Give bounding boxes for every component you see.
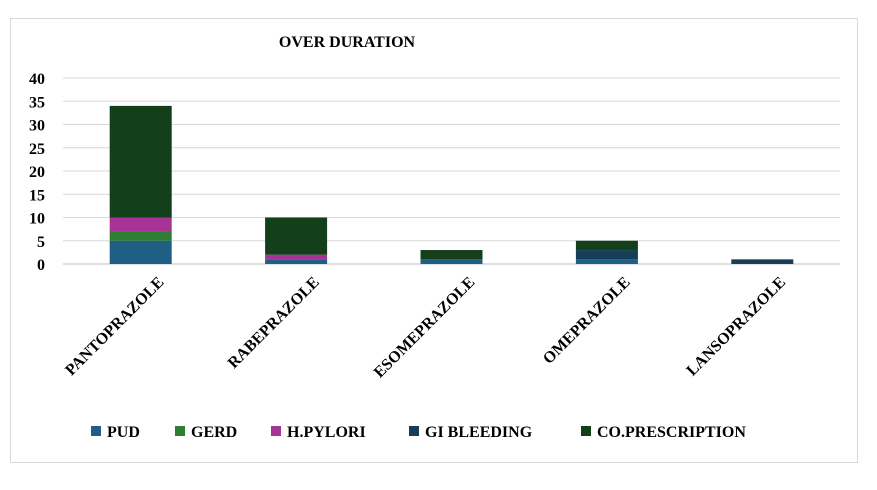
y-tick-label: 10 <box>29 211 45 228</box>
legend-label: GI BLEEDING <box>425 424 533 441</box>
y-tick-label: 15 <box>29 187 45 204</box>
x-tick-label: PANTOPRAZOLE <box>62 274 167 379</box>
y-tick-label: 25 <box>29 141 45 158</box>
legend-swatch <box>581 426 591 436</box>
bar-segment-h-pylori-rabeprazole <box>265 254 328 260</box>
bar-segment-pud-rabeprazole <box>265 259 328 264</box>
y-tick-label: 30 <box>29 118 45 135</box>
y-tick-label: 20 <box>29 164 45 181</box>
legend-swatch <box>271 426 281 436</box>
legend-swatch <box>91 426 101 436</box>
bars <box>109 105 794 264</box>
bar-segment-co-prescription-omeprazole <box>575 240 638 251</box>
chart-svg: OVER DURATION 0 5 10 15 20 25 30 35 40 PANTOPRAZ… <box>29 34 840 441</box>
legend-label: CO.PRESCRIPTION <box>597 424 746 441</box>
chart-title: OVER DURATION <box>279 34 416 51</box>
bar-segment-co-prescription-rabeprazole <box>265 217 328 255</box>
bar-segment-h-pylori-pantoprazole <box>109 217 172 232</box>
x-axis-ticks: PANTOPRAZOLE RABEPRAZOLE ESOMEPRAZOLE OMEPR… <box>62 274 789 382</box>
y-tick-label: 35 <box>29 94 45 111</box>
bar-segment-gerd-pantoprazole <box>109 231 172 241</box>
chart-frame: OVER DURATION 0 5 10 15 20 25 30 35 40 PANTOPRAZ… <box>10 18 858 463</box>
bar-segment-pud-esomeprazole <box>420 259 483 264</box>
x-tick-label: LANSOPRAZOLE <box>683 274 789 380</box>
legend-label: H.PYLORI <box>287 424 366 441</box>
x-tick-label: RABEPRAZOLE <box>225 274 323 372</box>
y-axis-ticks: 0 5 10 15 20 25 30 35 40 <box>29 71 45 274</box>
y-tick-label: 5 <box>37 234 45 251</box>
y-tick-label: 40 <box>29 71 45 88</box>
legend: PUD GERD H.PYLORI GI BLEEDING CO.PRESCRIPTIO… <box>91 424 746 441</box>
legend-swatch <box>409 426 419 436</box>
legend-swatch <box>175 426 185 436</box>
legend-label: GERD <box>191 424 237 441</box>
x-tick-label: OMEPRAZOLE <box>540 274 634 368</box>
gridlines <box>63 77 840 265</box>
x-tick-label: ESOMEPRAZOLE <box>371 274 479 382</box>
bar-segment-gi-bleeding-lansoprazole <box>731 259 794 264</box>
bar-segment-co-prescription-esomeprazole <box>420 250 483 260</box>
bar-segment-pud-pantoprazole <box>109 240 172 264</box>
legend-label: PUD <box>107 424 140 441</box>
y-tick-label: 0 <box>37 257 45 274</box>
bar-segment-pud-omeprazole <box>575 259 638 264</box>
bar-segment-co-prescription-pantoprazole <box>109 105 172 218</box>
bar-segment-gi-bleeding-omeprazole <box>575 250 638 260</box>
